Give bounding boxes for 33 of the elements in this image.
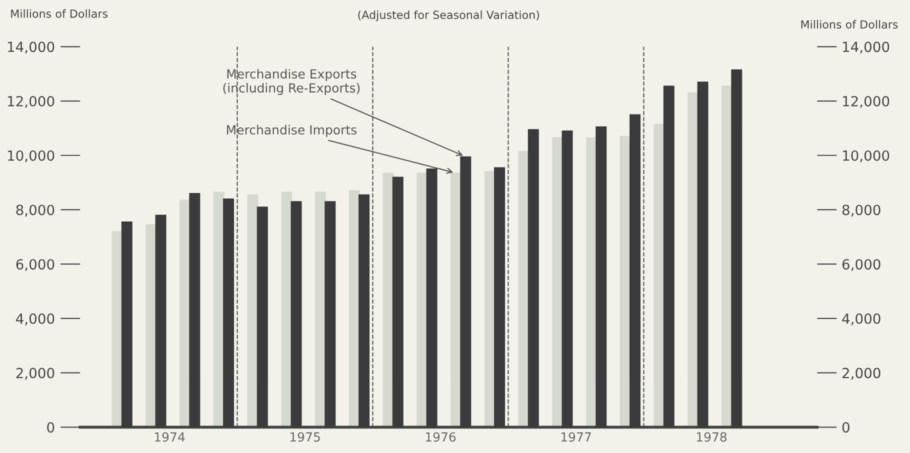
- bar: [518, 150, 530, 428]
- y2-tick-label: 4,000: [842, 313, 880, 326]
- y-tick-label: 4,000: [16, 313, 54, 326]
- x-tick-label: 1976: [426, 432, 456, 442]
- bar: [146, 224, 157, 428]
- x-tick-label: 1978: [696, 432, 727, 442]
- y2-tick-label: 6,000: [842, 259, 880, 271]
- x-tick-label: 1977: [561, 432, 591, 442]
- y-tick-label: 0: [47, 422, 54, 433]
- bar: [654, 124, 665, 428]
- y-tick-label: 6,000: [16, 259, 54, 271]
- chart-title: (Adjusted for Seasonal Variation): [358, 10, 540, 22]
- bar: [416, 172, 428, 428]
- text: Merchandise Imports: [227, 124, 356, 137]
- x-tick-label: 1975: [290, 432, 320, 442]
- y-tick-label: 8,000: [16, 204, 54, 217]
- text: Merchandise Exports (including Re-Exports): [223, 68, 360, 96]
- y-tick-label: 2,000: [16, 368, 54, 380]
- y2-tick-label: 8,000: [842, 204, 880, 217]
- y2-tick-label: 2,000: [842, 368, 880, 380]
- y2-tick-label: 14,000: [843, 42, 890, 54]
- y2-tick-label: 10,000: [843, 150, 890, 162]
- y-axis-title: Millions of Dollars: [11, 9, 108, 18]
- y2-axis-title: Millions of Dollars: [801, 20, 898, 29]
- x-tick-label: 1974: [154, 432, 185, 442]
- y-tick-label: 12,000: [8, 96, 54, 108]
- y-tick-label: 10,000: [8, 150, 54, 162]
- bar: [281, 192, 292, 428]
- y-tick-label: 14,000: [8, 42, 54, 54]
- bar: [552, 137, 564, 428]
- bar: [688, 92, 699, 428]
- y2-tick-label: 12,000: [843, 96, 890, 108]
- y2-tick-label: 0: [842, 422, 850, 433]
